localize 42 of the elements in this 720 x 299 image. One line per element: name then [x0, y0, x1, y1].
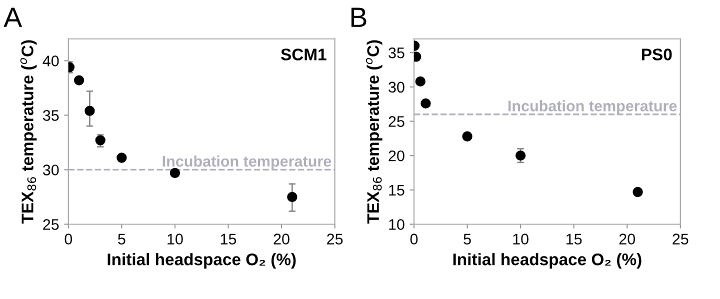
- x-axis-title: Initial headspace O₂ (%): [453, 253, 642, 269]
- y-tick-label: 35: [42, 110, 59, 121]
- x-tick-label: 25: [327, 234, 343, 244]
- x-tick-label: 5: [118, 234, 126, 244]
- x-tick-label: 20: [619, 234, 636, 244]
- x-axis-title: Initial headspace O₂ (%): [108, 253, 296, 269]
- x-tick-label: 10: [168, 234, 183, 244]
- y-tick-label: 30: [42, 164, 59, 176]
- x-tick-label: 25: [672, 234, 688, 244]
- point: [420, 98, 431, 108]
- chart-title: B: [351, 8, 366, 27]
- x-tick-label: 15: [566, 234, 582, 244]
- y-tick-label: 10: [389, 219, 404, 230]
- x-tick-label: 0: [64, 234, 72, 244]
- x-tick-label: 10: [513, 234, 528, 244]
- y-axis-title: TEX$_{86}$ temperature ($^{o}$C): [366, 40, 382, 224]
- y-tick-label: 35: [388, 47, 404, 58]
- annotation: SCM1: [280, 48, 326, 60]
- point: [462, 131, 472, 142]
- y-tick-label: 15: [389, 184, 404, 196]
- y-tick-label: 20: [388, 150, 404, 162]
- point: [287, 192, 298, 202]
- x-tick-label: 5: [464, 234, 471, 244]
- y-tick-label: 25: [388, 116, 404, 127]
- y-tick-label: 40: [42, 56, 59, 66]
- ref-line-label: Incubation temperature: [162, 155, 332, 170]
- x-tick-label: 0: [410, 234, 418, 244]
- x-tick-label: 15: [220, 234, 236, 244]
- point: [95, 135, 106, 146]
- point: [74, 75, 84, 86]
- y-tick-label: 25: [43, 219, 59, 230]
- y-tick-label: 30: [388, 82, 404, 93]
- ref-line-label: Incubation temperature: [508, 100, 677, 114]
- chart-title: A: [4, 8, 22, 27]
- point: [84, 106, 95, 116]
- point: [515, 150, 526, 161]
- y-axis-title: TEX$_{86}$ temperature ($^{o}$C): [20, 40, 37, 224]
- point: [170, 168, 180, 178]
- x-tick-label: 20: [274, 234, 290, 244]
- annotation: PS0: [642, 48, 672, 60]
- point: [415, 76, 426, 87]
- point: [116, 152, 127, 163]
